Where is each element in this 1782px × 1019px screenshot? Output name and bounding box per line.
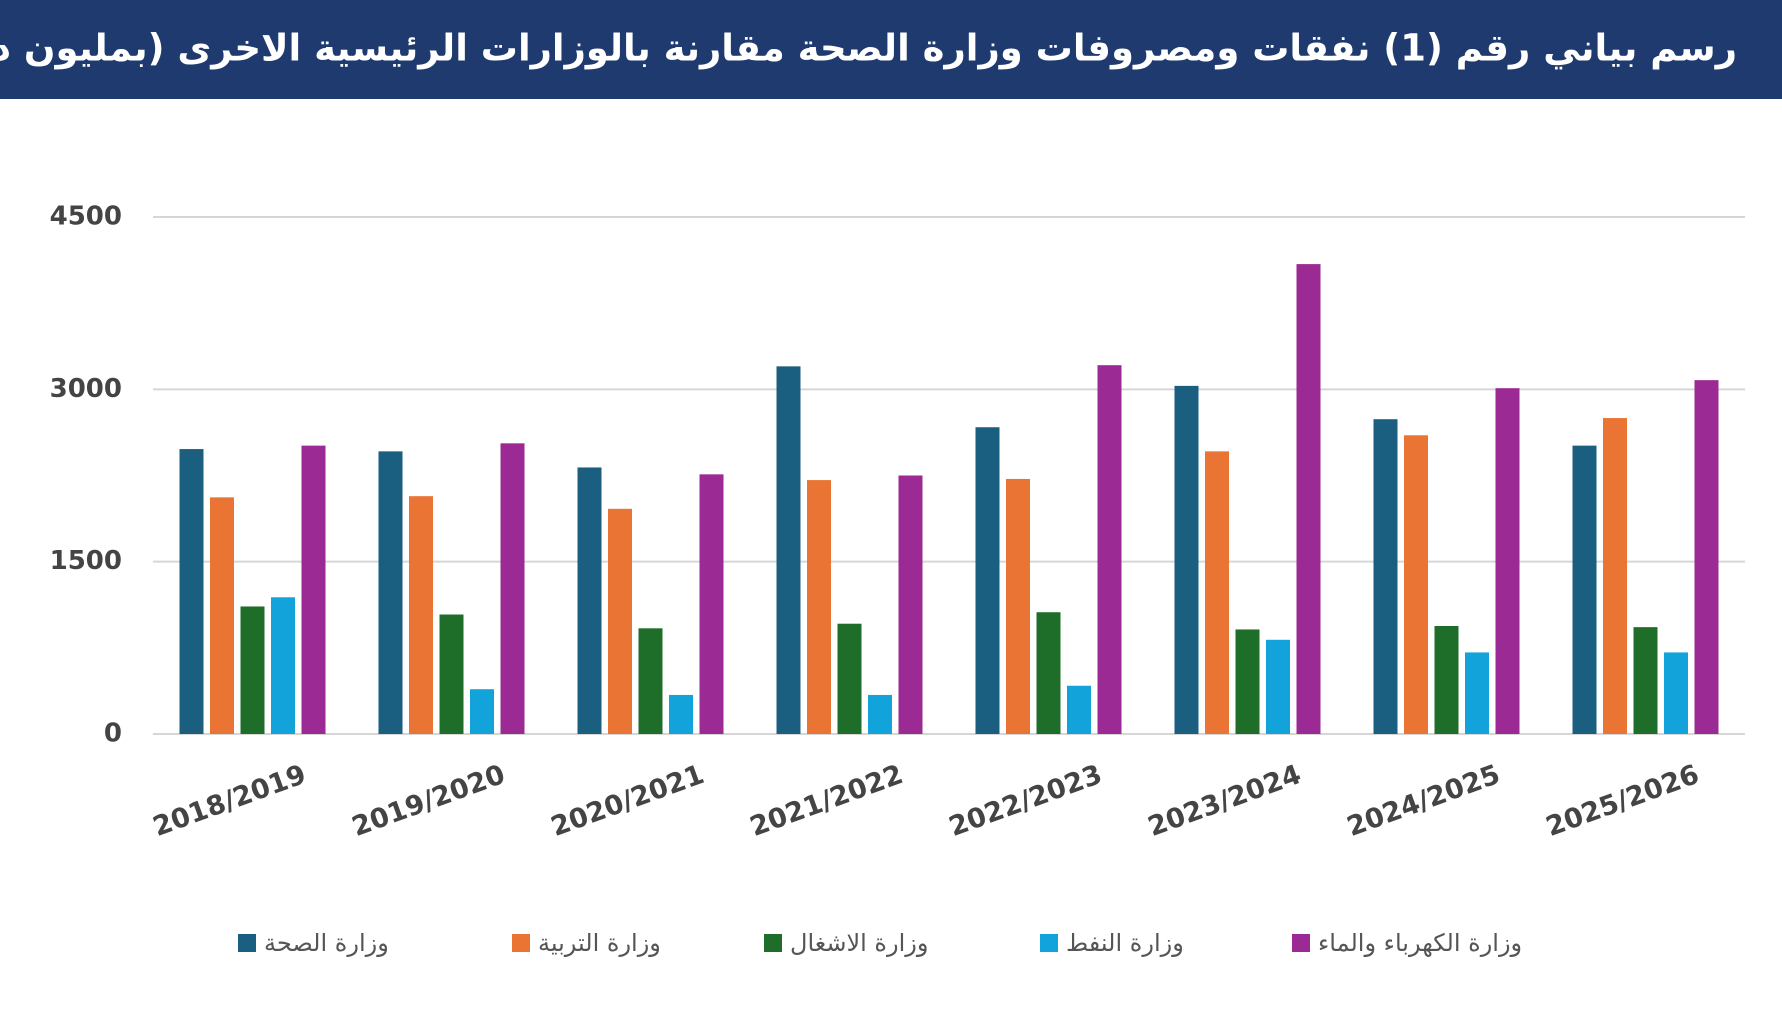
bar — [1572, 445, 1597, 734]
x-tick-label: 2025/2026 — [1542, 759, 1703, 843]
bar — [1404, 435, 1428, 734]
y-tick-label: 4500 — [50, 202, 122, 232]
bar — [179, 449, 204, 734]
x-tick-label: 2019/2020 — [348, 759, 509, 843]
bar — [1036, 612, 1061, 734]
bar — [1694, 380, 1719, 734]
bar — [975, 427, 1000, 734]
bar — [1434, 626, 1459, 734]
legend-label: وزارة الكهرباء والماء — [1318, 929, 1522, 957]
y-tick-label: 0 — [104, 719, 122, 749]
legend-label: وزارة الاشغال — [790, 929, 928, 957]
bar — [1205, 451, 1229, 734]
legend-swatch — [512, 934, 530, 952]
x-tick-label: 2021/2022 — [746, 759, 907, 843]
bar — [439, 614, 464, 734]
bar — [1373, 419, 1398, 734]
legend-label: وزارة النفط — [1066, 929, 1184, 957]
bar — [1495, 388, 1520, 734]
x-tick-label: 2018/2019 — [149, 759, 310, 843]
bar — [837, 623, 862, 734]
bar — [1296, 264, 1321, 734]
bar — [1465, 652, 1489, 734]
bar — [608, 508, 632, 734]
chart-title: رسم بياني رقم (1) نفقات ومصروفات وزارة ا… — [0, 27, 1737, 70]
bar — [470, 689, 494, 734]
bar — [1603, 418, 1627, 734]
y-tick-label: 3000 — [50, 374, 122, 404]
bar — [1664, 652, 1688, 734]
bar — [210, 497, 234, 734]
bar — [409, 496, 433, 734]
bar — [378, 451, 403, 734]
x-tick-label: 2024/2025 — [1343, 759, 1504, 843]
x-tick-label: 2022/2023 — [945, 759, 1106, 843]
bar — [577, 467, 602, 734]
bar — [1174, 385, 1199, 734]
legend-swatch — [764, 934, 782, 952]
header-band — [0, 0, 1782, 99]
bar — [776, 366, 801, 734]
bar — [1235, 629, 1260, 734]
bar — [271, 597, 295, 734]
bar — [1266, 639, 1290, 734]
bar — [1006, 478, 1030, 734]
bar — [301, 445, 326, 734]
bar — [1633, 627, 1658, 734]
bar — [500, 443, 525, 734]
x-tick-label: 2023/2024 — [1144, 759, 1305, 843]
legend-swatch — [1040, 934, 1058, 952]
bar — [868, 694, 892, 734]
x-tick-label: 2020/2021 — [547, 759, 708, 843]
bar — [1097, 365, 1122, 734]
bar — [807, 480, 831, 734]
y-tick-label: 1500 — [50, 546, 122, 576]
bar — [638, 628, 663, 734]
legend-swatch — [238, 934, 256, 952]
bar — [669, 694, 693, 734]
legend-label: وزارة الصحة — [264, 929, 389, 957]
legend-swatch — [1292, 934, 1310, 952]
legend-label: وزارة التربية — [538, 929, 661, 957]
bar — [898, 475, 923, 734]
bar — [699, 474, 724, 734]
bar — [1067, 685, 1091, 734]
bar — [240, 606, 265, 734]
